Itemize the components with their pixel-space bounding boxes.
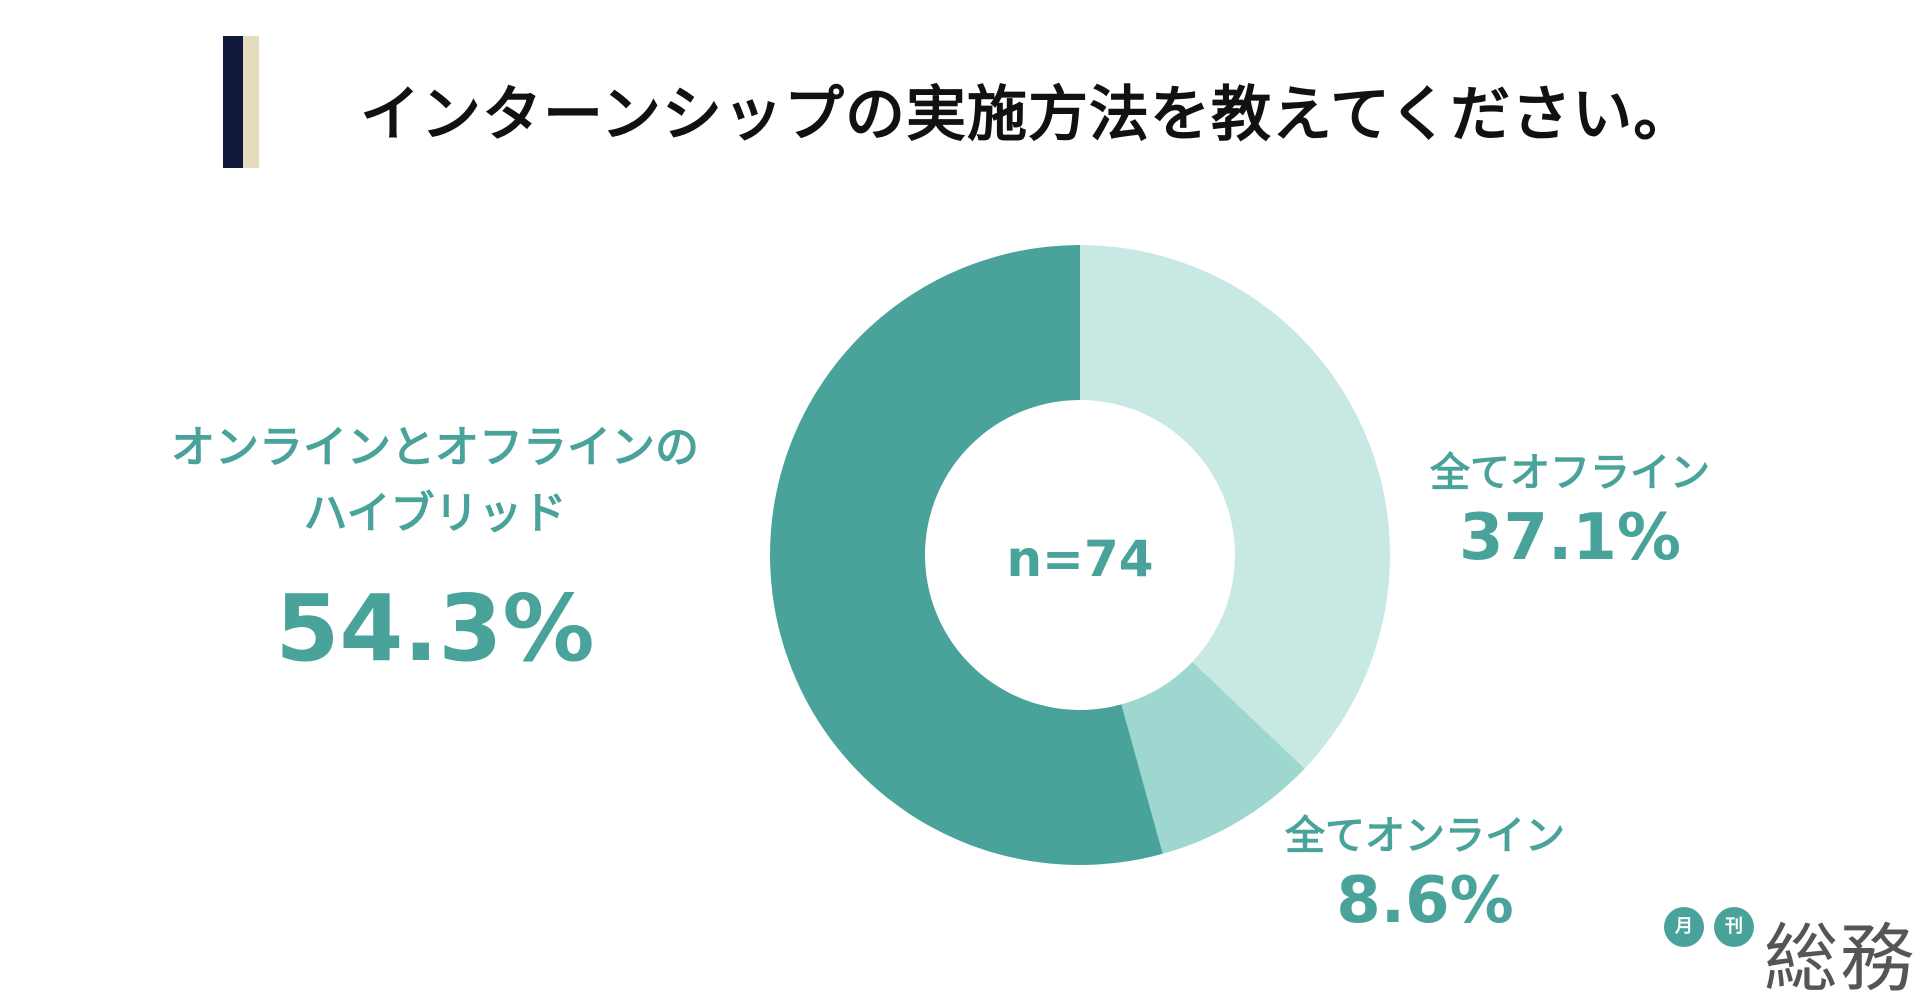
label-online-percent: 8.6% xyxy=(1336,864,1514,938)
slice-offline xyxy=(1080,245,1390,769)
logo-wordmark: 総務 xyxy=(1764,916,1916,1002)
label-online-category: 全てオンライン xyxy=(1285,813,1565,859)
label-offline-percent: 37.1% xyxy=(1458,501,1682,575)
label-hybrid: オンラインとオフラインの ハイブリッド 54.3% xyxy=(100,415,770,682)
label-hybrid-line2: ハイブリッド xyxy=(303,488,567,539)
sample-size-label: n=74 xyxy=(1006,530,1154,588)
page-title: インターンシップの実施方法を教えてください。 xyxy=(360,80,1695,150)
label-hybrid-percent: 54.3% xyxy=(275,575,595,682)
title-accent-dark xyxy=(223,36,243,168)
gekkan-soumu-logo: 月 刊 総務 xyxy=(1664,903,1914,1002)
label-offline-category: 全てオフライン xyxy=(1430,450,1710,496)
label-online: 全てオンライン 8.6% xyxy=(1255,808,1595,938)
label-hybrid-line1: オンラインとオフラインの xyxy=(171,422,699,473)
logo-badge-getsu: 月 xyxy=(1664,907,1704,947)
title-accent-light xyxy=(243,36,259,168)
label-offline: 全てオフライン 37.1% xyxy=(1400,445,1740,575)
slice-hybrid xyxy=(769,245,1163,866)
logo-badge-kan: 刊 xyxy=(1714,907,1754,947)
slice-online xyxy=(1121,661,1305,854)
